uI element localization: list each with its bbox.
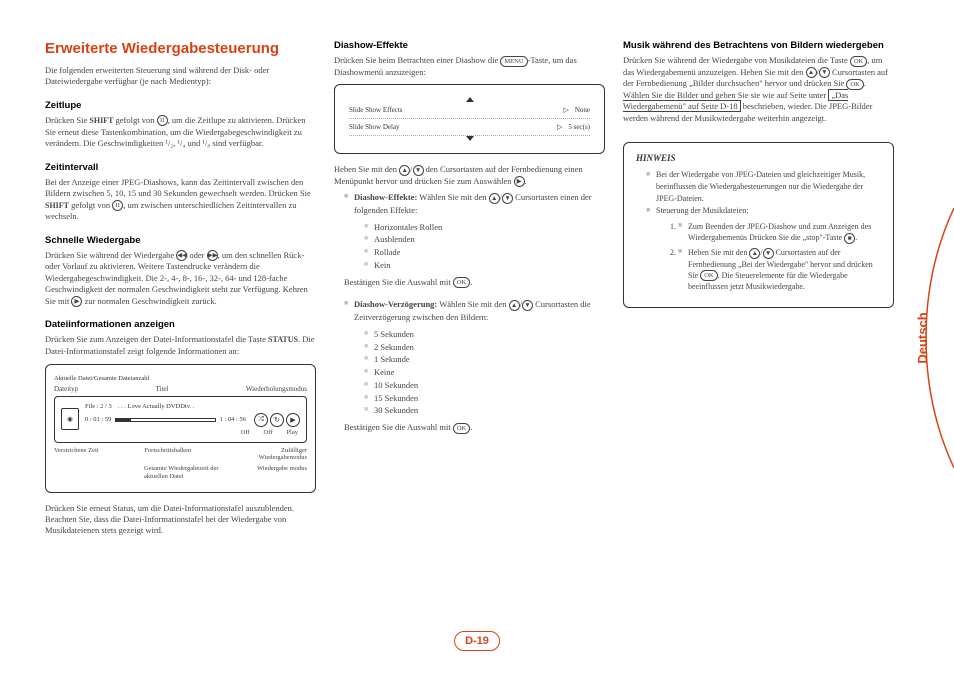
- zeitintervall-text: Bei der Anzeige einer JPEG-Diashows, kan…: [45, 177, 316, 223]
- ok-icon: OK: [453, 423, 470, 434]
- menu-icon: MENU: [500, 56, 527, 67]
- repeat-icon: ↻: [270, 413, 284, 427]
- hinweis-title: HINWEIS: [636, 153, 881, 163]
- zeitlupe-heading: Zeitlupe: [45, 100, 316, 111]
- up-icon: ▲: [509, 300, 520, 311]
- page-number-badge: D-19: [454, 631, 500, 651]
- pause-icon: II: [112, 200, 123, 211]
- delay-list: Diashow-Verzögerung: Wählen Sie mit den …: [334, 298, 605, 434]
- diashow-menu-diagram: Slide Show Effects ▷ None Slide Show Del…: [334, 84, 605, 154]
- zeitintervall-heading: Zeitintervall: [45, 162, 316, 173]
- main-heading: Erweiterte Wiedergabesteuerung: [45, 40, 316, 57]
- musik-heading: Musik während des Betrachtens von Bilder…: [623, 40, 894, 51]
- ok-icon: OK: [453, 277, 470, 288]
- play-icon: ▶: [71, 296, 82, 307]
- hinweis-box: HINWEIS Bei der Wiedergabe von JPEG-Date…: [623, 142, 894, 308]
- ok-icon: OK: [850, 56, 867, 67]
- diashow-intro: Drücken Sie beim Betrachten einer Diasho…: [334, 55, 605, 78]
- file-info-diagram: Aktuelle Datei/Gesamte Dateianzahl Datei…: [45, 364, 316, 493]
- diashow-select-text: Heben Sie mit den ▲/▼ den Cursortasten a…: [334, 164, 605, 187]
- down-icon: ▼: [522, 300, 533, 311]
- schnelle-heading: Schnelle Wiedergabe: [45, 235, 316, 246]
- ok-icon: OK: [846, 79, 863, 90]
- diashow-heading: Diashow-Effekte: [334, 40, 605, 51]
- down-icon: ▼: [502, 193, 513, 204]
- intro-paragraph: Die folgenden erweiterten Steuerung sind…: [45, 65, 316, 88]
- play-mode-icon: ▶: [286, 413, 300, 427]
- play-icon: ▶: [514, 176, 525, 187]
- zeitlupe-text: Drücken Sie SHIFT gefolgt von II, um die…: [45, 115, 316, 150]
- shuffle-icon: ⤮: [254, 413, 268, 427]
- rewind-icon: ◀◀: [176, 250, 187, 261]
- ok-icon: OK: [700, 270, 717, 281]
- up-icon: ▲: [749, 248, 760, 259]
- up-icon: ▲: [489, 193, 500, 204]
- pause-icon: II: [157, 115, 168, 126]
- musik-text: Drücken Sie während der Wiedergabe von M…: [623, 55, 894, 124]
- up-icon: ▲: [399, 165, 410, 176]
- up-icon: ▲: [806, 67, 817, 78]
- dateiinfo-heading: Dateiinformationen anzeigen: [45, 319, 316, 330]
- down-icon: ▼: [413, 165, 424, 176]
- effects-list: Diashow-Effekte: Wählen Sie mit den ▲/▼ …: [334, 191, 605, 288]
- forward-icon: ▶▶: [207, 250, 218, 261]
- language-label: Deutsch: [915, 312, 930, 363]
- down-icon: ▼: [763, 248, 774, 259]
- schnelle-text: Drücken Sie während der Wiedergabe ◀◀ od…: [45, 250, 316, 308]
- stop-icon: ■: [844, 233, 855, 244]
- disc-icon: ◉: [61, 408, 79, 430]
- dateiinfo-intro: Drücken Sie zum Anzeigen der Datei-Infor…: [45, 334, 316, 357]
- down-icon: ▼: [819, 67, 830, 78]
- dateiinfo-outro: Drücken Sie erneut Status, um die Datei-…: [45, 503, 316, 537]
